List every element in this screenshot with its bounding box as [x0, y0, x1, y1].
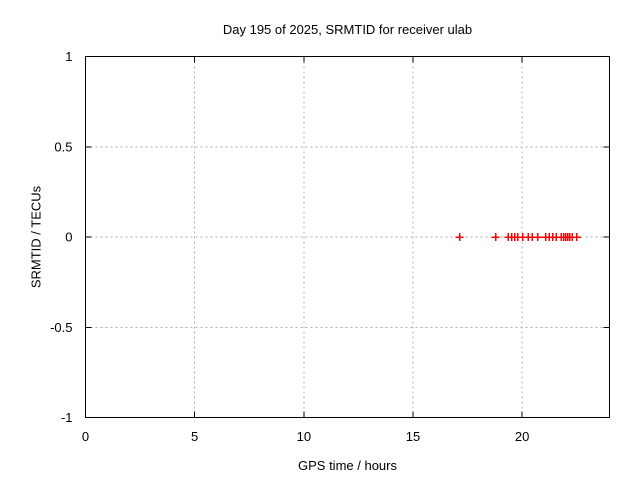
y-tick-label: -1: [61, 410, 73, 425]
data-point-marker: [572, 233, 581, 241]
x-tick-label: 20: [515, 429, 529, 444]
data-point-marker: [455, 233, 464, 241]
y-tick-label: 0: [65, 230, 72, 245]
y-tick-label: 0.5: [54, 139, 72, 154]
x-tick-label: 10: [297, 429, 311, 444]
x-tick-label: 5: [191, 429, 198, 444]
data-point-marker: [533, 233, 542, 241]
x-axis-label: GPS time / hours: [298, 458, 397, 473]
x-tick-label: 0: [82, 429, 89, 444]
x-tick-label: 15: [406, 429, 420, 444]
data-point-marker: [491, 233, 500, 241]
y-tick-label: 1: [65, 49, 72, 64]
y-tick-label: -0.5: [50, 320, 72, 335]
chart-title: Day 195 of 2025, SRMTID for receiver ula…: [222, 22, 473, 37]
